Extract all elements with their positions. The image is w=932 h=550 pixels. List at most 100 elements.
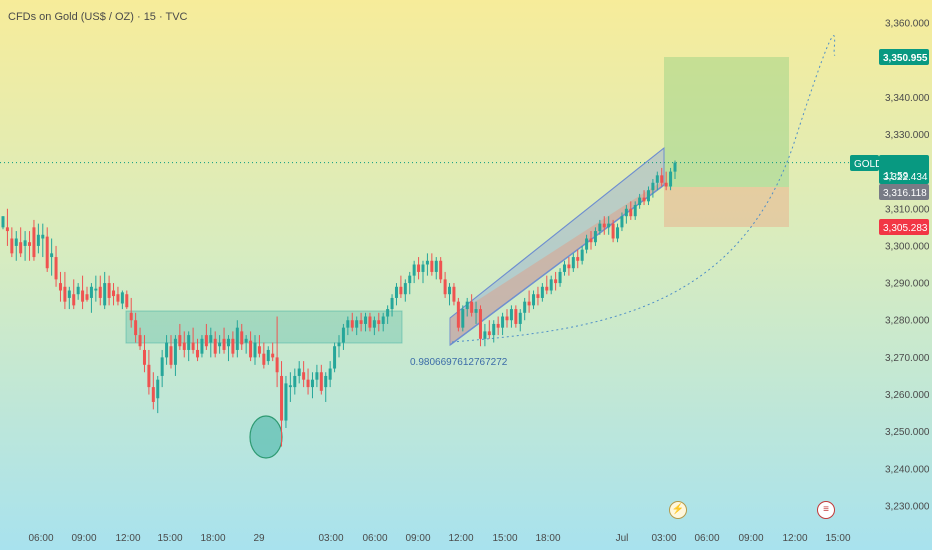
candle [350,312,354,332]
candle [651,179,655,198]
candle-body [655,175,659,183]
candle-body [607,223,611,228]
time-tick-label: 06:00 [362,533,387,544]
candle-body [293,375,297,388]
candle [253,335,257,365]
channel-lower-line [449,184,665,346]
candle [483,323,487,347]
candle [315,364,319,388]
candle [165,335,169,365]
price-tick-label: 3,330.000 [885,130,930,141]
candle-body [562,264,566,272]
candle-body [478,309,482,339]
candle-body [381,316,385,324]
candle [655,171,659,191]
candle-body [417,264,421,272]
candle [505,309,509,328]
candle [125,290,129,310]
candle-body [231,338,235,354]
time-tick-label: 18:00 [200,533,225,544]
candle-body [222,338,226,350]
candle-body [589,238,593,243]
candle-body [518,312,522,324]
projection-curve [451,35,836,343]
candle-body [403,283,407,295]
candle-body [302,372,306,380]
candle-body [646,190,650,202]
take-profit-tag: 3,350.955 [879,49,929,65]
candle [76,283,80,300]
candle [611,219,615,243]
candle [89,283,93,313]
candle [412,260,416,284]
candle-body [487,331,491,336]
candle [403,279,407,302]
current-price-tag-bg [879,155,929,184]
candle [280,361,284,447]
candle-body [425,260,429,265]
candle [532,290,536,310]
candle [151,372,155,410]
candle-body [284,383,288,421]
candle [646,186,650,206]
candle-body [660,175,664,183]
candle [341,323,345,350]
candle [602,216,606,235]
price-tick-label: 3,340.000 [885,93,930,104]
candle [107,275,111,306]
candle-body [359,320,363,324]
candle-body [142,349,146,365]
us-flag-icon[interactable]: ≡ [817,501,835,519]
candle [23,231,27,261]
candle [293,368,297,395]
candle [638,193,642,209]
time-tick-label: 09:00 [405,533,430,544]
time-axis: 06:00 09:00 12:00 15:00 18:00 29 03:00 06:00 09:… [28,533,850,544]
stop-loss-tag: 3,305.283 [879,219,929,235]
candle [364,312,368,332]
candle-body [213,338,217,354]
candle [173,335,177,376]
candle [147,349,151,395]
candle [288,372,292,402]
candle [377,312,381,332]
price-tick-label: 3,360.000 [885,19,930,30]
candle [633,201,637,220]
candle-body [249,340,253,358]
candle [58,271,62,302]
candle [240,323,244,350]
candle [142,335,146,373]
candle-body [204,335,208,347]
lightning-icon[interactable]: ⚡ [669,501,687,519]
candle [112,283,116,306]
channel-upper-line [449,147,665,319]
candle-body [72,294,76,306]
candle [527,290,531,313]
candle-body [240,331,244,345]
chart-title: CFDs on Gold (US$ / OZ) · 15 · TVC [8,11,188,23]
candle-body [372,320,376,328]
candle [337,335,341,358]
candle-body [496,323,500,328]
candle [664,171,668,191]
candle [465,297,469,317]
candle [514,305,518,328]
time-tick-label: 09:00 [71,533,96,544]
candle [129,297,133,328]
candle [32,219,36,261]
candle-body [505,316,509,321]
price-tick-label: 3,290.000 [885,279,930,290]
candle [235,320,239,358]
candle [116,286,120,306]
price-tick-label: 3,280.000 [885,316,930,327]
candle [98,275,102,306]
candle-body [76,286,80,295]
candle-body [10,238,14,254]
candle [425,253,429,276]
candle-body [98,286,102,298]
candle [593,227,597,246]
candle [562,260,566,276]
candle-body [306,379,310,388]
